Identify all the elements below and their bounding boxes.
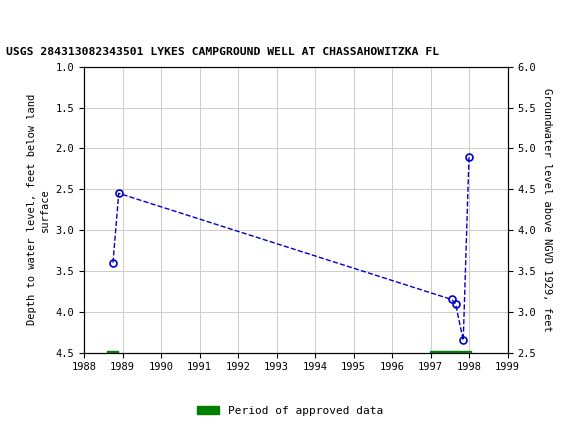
Legend: Period of approved data: Period of approved data (193, 401, 387, 420)
Y-axis label: Groundwater level above NGVD 1929, feet: Groundwater level above NGVD 1929, feet (542, 88, 552, 332)
Text: USGS 284313082343501 LYKES CAMPGROUND WELL AT CHASSAHOWITZKA FL: USGS 284313082343501 LYKES CAMPGROUND WE… (6, 47, 439, 57)
Y-axis label: Depth to water level, feet below land
surface: Depth to water level, feet below land su… (27, 94, 50, 325)
Bar (430, 351, 471, 367)
Text: ≈USGS: ≈USGS (17, 10, 72, 28)
Bar (107, 351, 118, 367)
